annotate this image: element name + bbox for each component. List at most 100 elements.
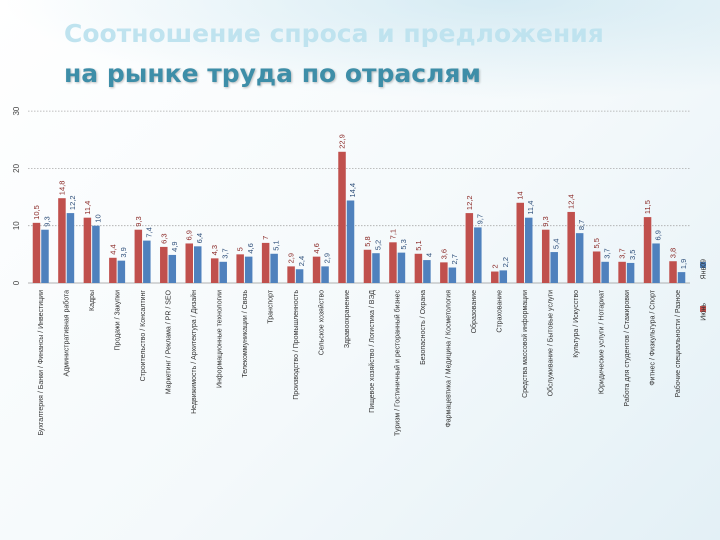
value-label-demand: 5,1: [414, 240, 423, 250]
value-label-supply: 5,2: [373, 240, 382, 250]
value-label-demand: 22,9: [338, 134, 347, 149]
value-label-supply: 5,1: [272, 240, 281, 250]
bar-supply: [41, 229, 49, 283]
value-label-demand: 3,6: [439, 249, 448, 259]
category-label: Безопасность / Охрана: [420, 290, 427, 365]
value-label-demand: 7,1: [388, 229, 397, 239]
value-label-demand: 6,9: [185, 230, 194, 240]
slide-title-line-1: Соотношение спроса и предложения: [64, 19, 604, 48]
value-label-supply: 3,7: [221, 248, 230, 258]
value-label-supply: 6,9: [654, 230, 663, 240]
value-label-supply: 1,9: [679, 259, 688, 269]
bar-supply: [448, 267, 457, 283]
bar-supply: [601, 261, 609, 283]
category-label: Рабочие специальности / Разное: [674, 290, 682, 398]
bar-demand: [389, 242, 397, 283]
bar-supply: [295, 269, 304, 283]
bar-demand: [491, 271, 499, 283]
bar-supply: [372, 253, 380, 283]
bar-supply: [677, 272, 686, 283]
bar-supply: [194, 246, 202, 283]
header-decoration: [0, 0, 720, 100]
y-tick-label: 10: [12, 221, 21, 230]
category-label: Транспорт: [267, 289, 274, 323]
category-label: Культура / Искусство: [573, 290, 580, 358]
value-label-supply: 7,4: [144, 227, 153, 237]
category-label: Кадры: [89, 290, 96, 311]
bar-demand: [312, 256, 321, 283]
bar-supply: [525, 217, 533, 283]
bar-supply: [474, 227, 482, 283]
value-label-supply: 11,4: [526, 201, 535, 215]
value-label-supply: 4,6: [246, 243, 255, 253]
bar-supply: [423, 260, 431, 283]
bar-supply: [270, 253, 278, 283]
value-label-demand: 4,6: [312, 243, 321, 253]
bar-demand: [58, 198, 66, 283]
y-tick-label: 20: [12, 163, 21, 172]
category-label: Страхование: [497, 290, 504, 333]
value-label-demand: 10,5: [32, 205, 41, 220]
slide-title: Соотношение спроса и предложения на рынк…: [64, 14, 704, 94]
bar-demand: [32, 222, 41, 283]
value-label-supply: 9,7: [475, 214, 484, 224]
value-label-demand: 5,5: [592, 238, 601, 248]
value-label-demand: 7: [261, 236, 270, 240]
bar-demand: [109, 257, 117, 283]
value-label-demand: 14: [516, 191, 525, 199]
bar-demand: [618, 261, 626, 283]
value-label-supply: 2,2: [501, 257, 510, 267]
value-label-supply: 8,7: [577, 220, 586, 230]
bar-demand: [236, 254, 244, 283]
category-label: Продажи / Закупки: [115, 290, 122, 351]
category-label: Здравоохранение: [344, 290, 351, 348]
value-label-supply: 3,7: [603, 248, 612, 258]
value-label-demand: 6,3: [159, 233, 168, 243]
bar-supply: [92, 225, 100, 283]
bar-demand: [465, 213, 474, 283]
bar-demand: [363, 249, 372, 283]
value-label-supply: 10: [93, 214, 102, 222]
value-label-demand: 5,8: [363, 236, 372, 246]
bar-demand: [338, 151, 346, 283]
value-label-demand: 5: [236, 247, 245, 251]
legend-swatch: [700, 262, 706, 268]
bar-supply: [346, 200, 355, 283]
value-label-demand: 11,5: [643, 200, 652, 214]
y-tick-label: 0: [12, 280, 21, 285]
category-label: Юридические услуги / Нотариат: [598, 289, 605, 394]
bar-demand: [414, 253, 423, 283]
category-label: Недвижимость / Архитектура / Дизайн: [190, 290, 198, 414]
value-label-demand: 9,3: [541, 216, 550, 226]
value-label-demand: 12,4: [567, 194, 576, 209]
bar-supply: [168, 254, 177, 283]
category-label: Средства массовой информации: [521, 290, 529, 398]
bar-supply: [652, 243, 660, 283]
bar-supply: [117, 260, 126, 283]
value-label-supply: 2,7: [450, 254, 459, 264]
value-label-demand: 2: [490, 264, 499, 268]
legend-label: Июнь: [701, 303, 708, 321]
category-label: Обслуживание / Бытовые услуги: [546, 290, 554, 396]
bar-demand: [134, 229, 143, 283]
value-label-supply: 4: [424, 253, 433, 257]
category-label: Маркетинг / Реклама / PR / SEO: [166, 289, 173, 394]
value-label-supply: 14,4: [348, 183, 357, 198]
category-label: Сельское хозяйство: [317, 290, 325, 355]
value-label-demand: 4,3: [210, 245, 219, 255]
category-label: Фармацевтика / Медицина / Косметология: [446, 290, 453, 428]
bar-supply: [143, 240, 151, 283]
category-label: Образование: [470, 290, 478, 333]
bar-supply: [575, 233, 584, 283]
bar-supply: [550, 252, 558, 283]
category-label: Туризм / Гостиничный и ресторанный бизне…: [394, 290, 402, 436]
bar-supply: [244, 256, 253, 283]
value-label-supply: 2,4: [297, 256, 306, 266]
category-label: Строительство / Консалтинг: [140, 290, 147, 382]
y-tick-label: 30: [12, 106, 21, 115]
value-label-supply: 5,3: [399, 239, 408, 249]
value-label-supply: 2,9: [323, 253, 332, 263]
value-label-supply: 12,2: [68, 195, 77, 210]
category-label: Телекоммуникации / Связь: [242, 290, 249, 378]
bar-demand: [516, 202, 524, 283]
